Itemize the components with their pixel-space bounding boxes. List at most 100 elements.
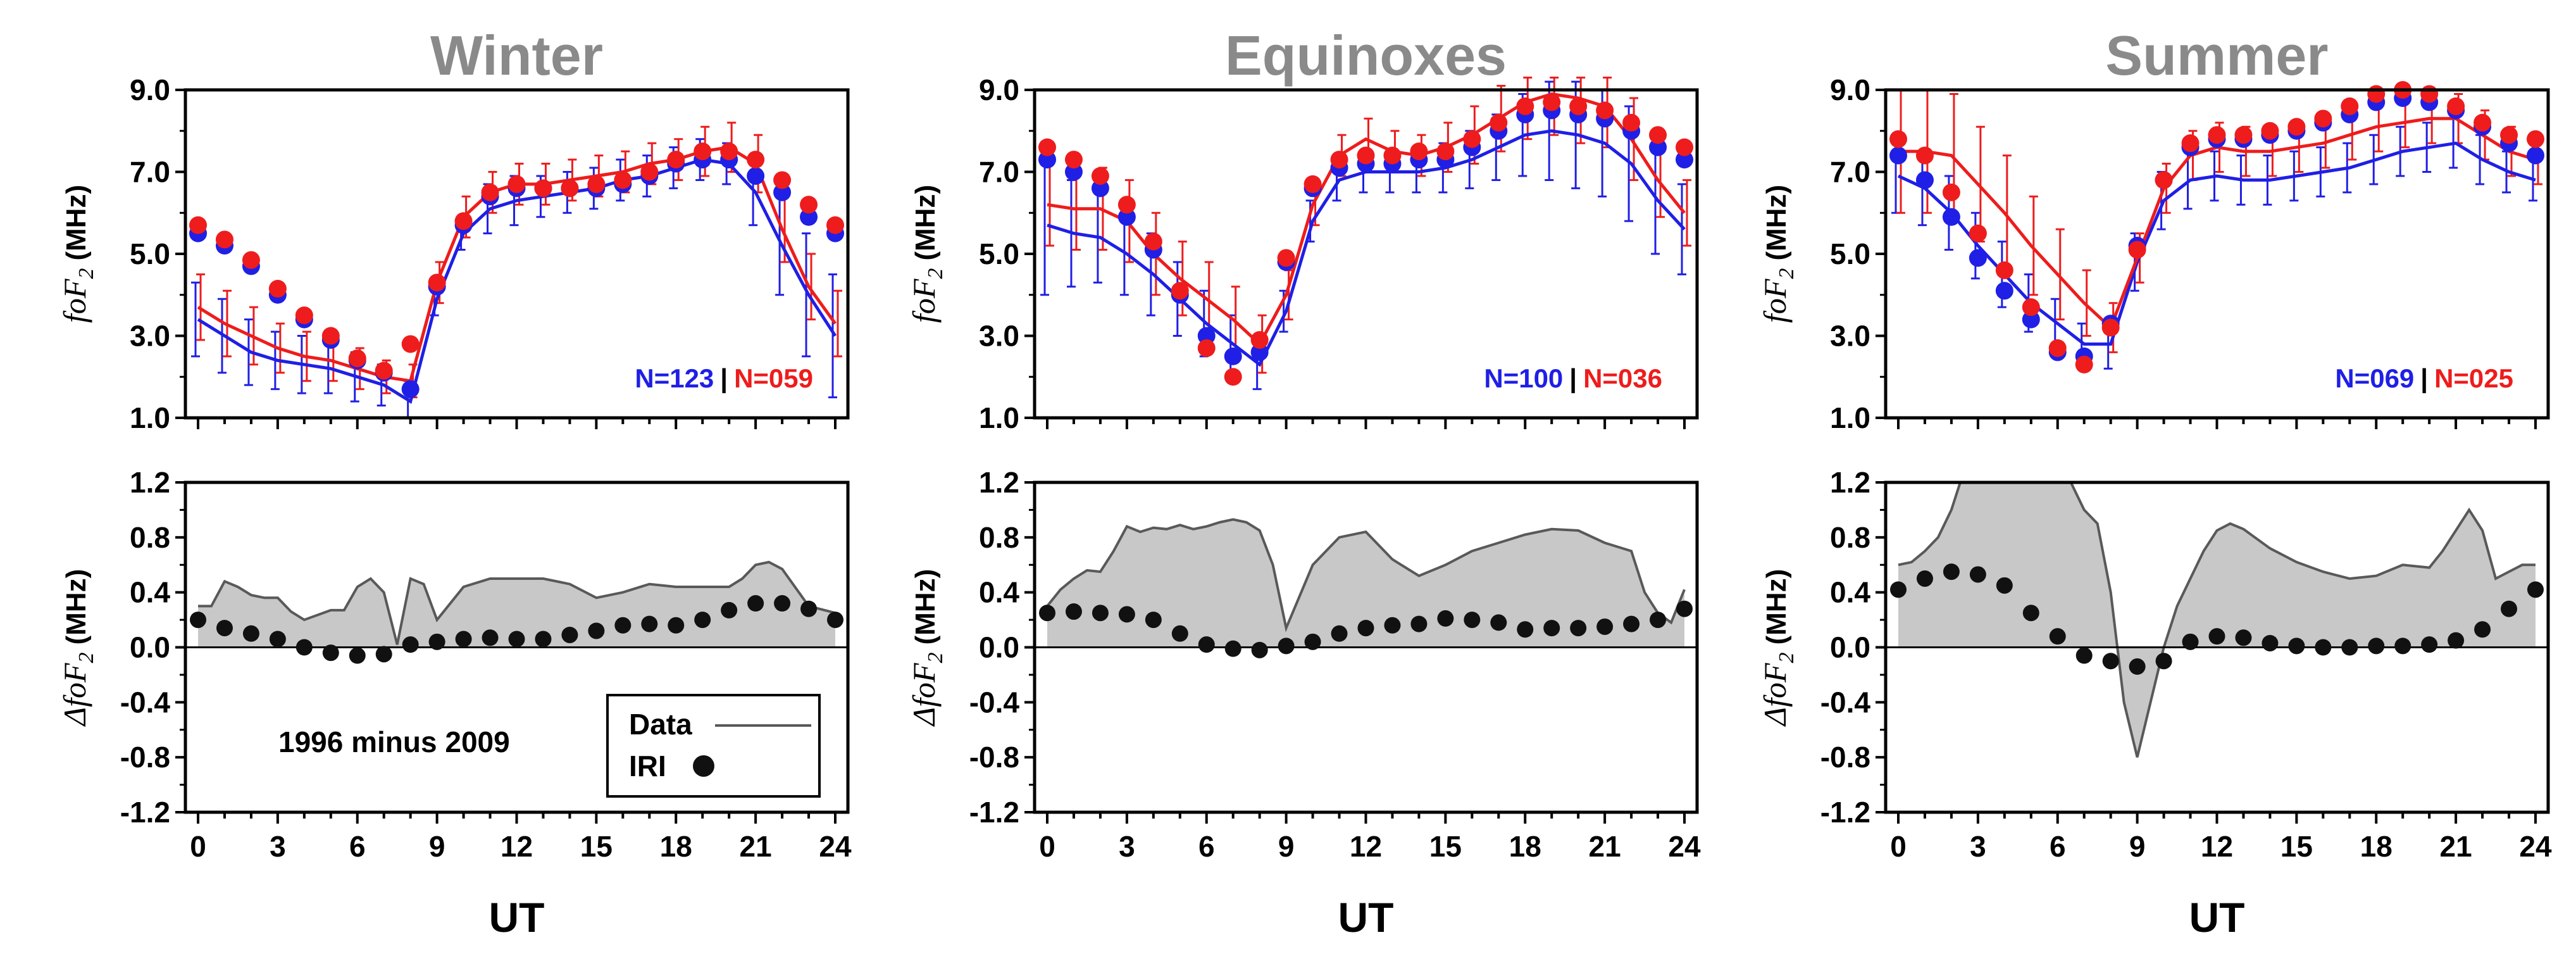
sample-counts: N=100 | N=036 <box>1484 363 1662 394</box>
y-axis-label: ΔfoF2 (MHz) <box>1757 569 1798 727</box>
iri-2009-point <box>2181 134 2200 153</box>
iri-2009-point <box>2500 126 2518 144</box>
data-difference-line <box>1898 482 2536 758</box>
iri-2009-point <box>1889 130 1907 148</box>
y-tick-label: 0.4 <box>130 576 170 609</box>
y-tick-label: -1.2 <box>120 796 170 829</box>
x-tick-label: 6 <box>2050 830 2066 863</box>
iri-difference-point <box>508 631 525 648</box>
y-tick-label: -0.4 <box>1820 686 1871 719</box>
y-label-unit: (MHz) <box>61 569 92 645</box>
x-tick-label: 0 <box>190 830 206 863</box>
iri-difference-point <box>1278 638 1295 655</box>
y-axis-label: foF2 (MHz) <box>906 185 947 323</box>
y-label-symbol: foF <box>1757 279 1793 323</box>
iri-difference-point <box>2368 638 2385 655</box>
panel-title: Summer <box>2105 24 2328 87</box>
iri-2009-point <box>1995 261 2013 279</box>
count-2009: N=036 <box>1583 363 1662 393</box>
iri-2009-point <box>401 335 420 353</box>
data-difference-area <box>1898 482 2536 758</box>
iri-difference-point <box>774 595 791 612</box>
y-label-unit: (MHz) <box>61 185 92 261</box>
iri-difference-point <box>2235 629 2252 646</box>
iri-difference-point <box>1384 617 1401 634</box>
iri-difference-point <box>322 644 339 662</box>
iri-2009-point <box>348 349 366 368</box>
iri-2009-point <box>1516 97 1534 115</box>
y-tick-label: 0.0 <box>979 631 1019 664</box>
delta-foF2-plot: -1.2 -0.8 -0.4 0.0 0.4 0.8 1.2 0 3 6 9 12 15 18 21 24 UT… <box>906 466 1701 941</box>
iri-2009-point <box>507 175 526 193</box>
x-tick-label: 21 <box>2440 830 2472 863</box>
y-label-symbol: ΔfoF <box>906 663 942 727</box>
iri-difference-point <box>2129 658 2146 675</box>
y-label-unit: (MHz) <box>1761 569 1792 645</box>
iri-2009-point <box>1969 224 1987 242</box>
y-tick-label: 1.2 <box>130 466 170 499</box>
iri-1996-point <box>1117 208 1136 226</box>
iri-1996-point <box>2527 146 2544 165</box>
x-tick-label: 6 <box>1198 830 1215 863</box>
iri-difference-point <box>1517 621 1534 638</box>
data-difference-area <box>1047 519 1684 648</box>
iri-difference-point <box>535 631 552 648</box>
iri-2009-point <box>1064 151 1083 169</box>
legend: Data IRI <box>606 694 821 798</box>
iri-2009-point <box>1490 113 1508 132</box>
y-label-subscript: 2 <box>924 268 947 279</box>
iri-2009-point <box>1091 166 1109 185</box>
iri-2009-point <box>428 273 446 292</box>
iri-2009-point <box>773 171 792 189</box>
y-label-symbol: foF <box>57 279 92 323</box>
iri-difference-point <box>2182 633 2199 650</box>
x-axis-label: UT <box>1338 894 1394 941</box>
y-tick-label: 5.0 <box>130 237 170 270</box>
iri-2009-point <box>800 196 818 214</box>
count-separator: | <box>2420 363 2428 394</box>
iri-1996-point <box>1995 282 2013 300</box>
iri-difference-point <box>455 631 472 648</box>
iri-1996-point <box>1224 347 1242 365</box>
y-label-subscript: 2 <box>924 652 947 663</box>
iri-difference-point <box>800 600 818 617</box>
x-tick-label: 15 <box>2280 830 2313 863</box>
y-tick-label: 1.0 <box>979 401 1019 434</box>
iri-2009-point <box>1569 97 1588 115</box>
iri-difference-point <box>428 633 445 650</box>
count-1996: N=100 <box>1484 363 1563 393</box>
iri-difference-point <box>1650 612 1667 629</box>
foF2-plot: 1.0 3.0 5.0 7.0 9.0 foF2 (MHz) N=123 | N=059 <box>57 73 850 434</box>
iri-2009-point <box>189 216 207 234</box>
y-tick-label: -1.2 <box>969 796 1019 829</box>
iri-2009-point <box>1117 196 1136 214</box>
y-tick-label: 5.0 <box>979 237 1019 270</box>
iri-difference-point <box>721 601 738 619</box>
iri-difference-point <box>1065 603 1082 620</box>
x-tick-label: 18 <box>2360 830 2392 863</box>
iri-difference-point <box>1039 605 1055 622</box>
iri-difference-point <box>2022 605 2039 622</box>
iri-difference-point <box>1437 610 1454 627</box>
iri-difference-point <box>1410 615 1428 632</box>
delta-foF2-plot: -1.2 -0.8 -0.4 0.0 0.4 0.8 1.2 0 3 6 9 12 15 18 21 24 UT… <box>57 466 852 941</box>
iri-1996-point <box>401 380 420 398</box>
foF2-plot: 1.0 3.0 5.0 7.0 9.0 foF2 (MHz) N=069 | N=025 <box>1757 73 2550 434</box>
iri-difference-point <box>2421 636 2438 653</box>
iri-2009-point <box>1304 175 1322 193</box>
iri-2009-point <box>2022 298 2040 317</box>
iri-difference-point <box>1118 606 1135 623</box>
iri-2009-point <box>1144 232 1162 251</box>
y-label-subscript: 2 <box>75 652 98 663</box>
y-tick-label: 1.0 <box>130 401 170 434</box>
iri-2009-point <box>826 216 844 234</box>
legend-iri-marker <box>693 755 714 777</box>
line-2009-data <box>1898 116 2536 330</box>
y-label-unit: (MHz) <box>1761 185 1792 261</box>
iri-2009-point <box>534 179 552 198</box>
y-tick-label: -0.8 <box>120 741 170 774</box>
iri-2009-point <box>1250 330 1269 349</box>
iri-2009-point <box>2075 355 2093 374</box>
iri-1996-point <box>1649 138 1667 156</box>
